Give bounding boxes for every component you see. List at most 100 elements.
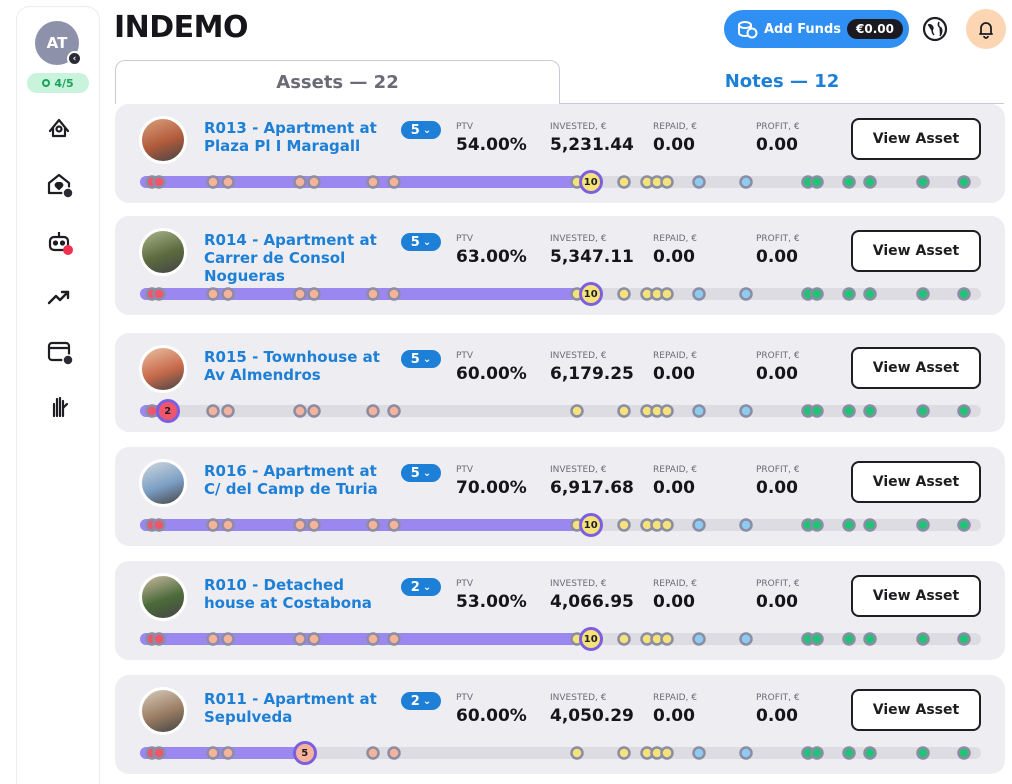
invested-stat: INVESTED, € 6,179.25 <box>550 351 634 384</box>
tab-assets[interactable]: Assets — 22 <box>115 60 560 104</box>
asset-title[interactable]: R011 - Apartment at Sepulveda <box>204 690 377 726</box>
robot-icon[interactable] <box>44 227 74 257</box>
repaid-value: 0.00 <box>653 247 695 267</box>
tab-notes[interactable]: Notes — 12 <box>560 60 1004 104</box>
asset-thumbnail[interactable] <box>139 459 187 507</box>
ptv-value: 60.00% <box>456 364 527 384</box>
payment-dot-green <box>916 518 930 532</box>
chevron-left-icon[interactable]: ‹ <box>67 51 82 66</box>
view-asset-button[interactable]: View Asset <box>851 461 981 503</box>
asset-card: R011 - Apartment at Sepulveda 2 ⌄ PTV 60… <box>115 675 1005 774</box>
progress-marker[interactable]: 10 <box>578 170 603 194</box>
add-funds-button[interactable]: Add Funds €0.00 <box>724 10 909 48</box>
notes-count: 5 <box>410 351 420 367</box>
avatar-initials: AT <box>46 34 68 52</box>
asset-progress-track[interactable] <box>140 287 981 301</box>
asset-progress-track[interactable] <box>140 746 981 760</box>
payment-dot-salmon <box>206 287 220 301</box>
ptv-value: 63.00% <box>456 247 527 267</box>
payment-dot-salmon <box>307 287 321 301</box>
ptv-value: 54.00% <box>456 135 527 155</box>
payment-dot-yellow <box>660 518 674 532</box>
payment-dot-yellow <box>660 404 674 418</box>
ptv-stat: PTV 70.00% <box>456 465 527 498</box>
repaid-stat: REPAID, € 0.00 <box>653 122 697 155</box>
progress-marker[interactable]: 2 <box>155 399 180 423</box>
asset-thumbnail[interactable] <box>139 345 187 393</box>
asset-title[interactable]: R016 - Apartment at C/ del Camp de Turia <box>204 462 378 498</box>
asset-thumbnail[interactable] <box>139 228 187 276</box>
notes-count-dropdown[interactable]: 5 ⌄ <box>401 350 441 368</box>
view-asset-button[interactable]: View Asset <box>851 689 981 731</box>
payment-dot-yellow <box>617 404 631 418</box>
notes-count: 5 <box>410 465 420 481</box>
hands-icon[interactable] <box>44 391 74 421</box>
payment-dot-salmon <box>366 632 380 646</box>
notes-count-dropdown[interactable]: 5 ⌄ <box>401 121 441 139</box>
payment-dot-green <box>957 175 971 189</box>
payment-dot-blue <box>739 175 753 189</box>
payment-dot-green <box>842 175 856 189</box>
favorite-home-icon[interactable] <box>44 169 74 199</box>
progress-track-bg <box>140 747 981 759</box>
globe-icon[interactable] <box>922 16 948 42</box>
notes-count-dropdown[interactable]: 2 ⌄ <box>401 578 441 596</box>
ptv-label: PTV <box>456 579 474 589</box>
profit-value: 0.00 <box>756 135 798 155</box>
payment-dot-blue <box>692 404 706 418</box>
view-asset-button[interactable]: View Asset <box>851 230 981 272</box>
view-asset-button[interactable]: View Asset <box>851 575 981 617</box>
add-funds-label: Add Funds <box>764 21 841 37</box>
avatar[interactable]: AT ‹ <box>35 21 82 66</box>
repaid-value: 0.00 <box>653 592 695 612</box>
notes-count-dropdown[interactable]: 2 ⌄ <box>401 692 441 710</box>
asset-thumbnail[interactable] <box>139 573 187 621</box>
map-pin-home-icon[interactable] <box>44 113 74 143</box>
repaid-label: REPAID, € <box>653 122 697 132</box>
payment-dot-salmon <box>307 632 321 646</box>
ptv-value: 60.00% <box>456 706 527 726</box>
view-asset-button[interactable]: View Asset <box>851 347 981 389</box>
notifications-button[interactable] <box>966 9 1006 49</box>
payment-dot-salmon <box>293 404 307 418</box>
invested-value: 4,066.95 <box>550 592 634 612</box>
progress-marker-label: 10 <box>583 633 598 645</box>
progress-marker[interactable]: 5 <box>292 741 317 765</box>
wallet-icon[interactable] <box>44 337 74 367</box>
profit-label: PROFIT, € <box>756 234 800 244</box>
asset-progress-track[interactable] <box>140 518 981 532</box>
payment-dot-salmon <box>366 746 380 760</box>
ptv-stat: PTV 60.00% <box>456 693 527 726</box>
invested-stat: INVESTED, € 4,050.29 <box>550 693 634 726</box>
asset-thumbnail[interactable] <box>139 687 187 735</box>
asset-card: R010 - Detached house at Costabona 2 ⌄ P… <box>115 561 1005 660</box>
payment-dot-salmon <box>206 175 220 189</box>
payment-dot-salmon <box>221 175 235 189</box>
asset-progress-track[interactable] <box>140 404 981 418</box>
asset-title[interactable]: R013 - Apartment at Plaza Pl I Maragall <box>204 119 377 155</box>
asset-title[interactable]: R010 - Detached house at Costabona <box>204 576 372 612</box>
invested-label: INVESTED, € <box>550 465 607 475</box>
progress-marker[interactable]: 10 <box>578 513 603 537</box>
invested-value: 6,917.68 <box>550 478 634 498</box>
payment-dot-salmon <box>366 287 380 301</box>
app-logo[interactable]: INDEMO <box>114 10 249 45</box>
asset-progress-track[interactable] <box>140 175 981 189</box>
progress-marker[interactable]: 10 <box>578 282 603 306</box>
view-asset-button[interactable]: View Asset <box>851 118 981 160</box>
payment-dot-salmon <box>366 518 380 532</box>
notes-count-dropdown[interactable]: 5 ⌄ <box>401 233 441 251</box>
progress-marker-label: 10 <box>583 288 598 300</box>
payment-dot-blue <box>692 518 706 532</box>
progress-fill <box>140 288 591 300</box>
trending-up-icon[interactable] <box>44 282 74 312</box>
onboarding-progress-badge[interactable]: 4/5 <box>27 73 89 93</box>
asset-progress-track[interactable] <box>140 632 981 646</box>
notes-count-dropdown[interactable]: 5 ⌄ <box>401 464 441 482</box>
asset-thumbnail[interactable] <box>139 116 187 164</box>
repaid-label: REPAID, € <box>653 579 697 589</box>
progress-marker[interactable]: 10 <box>578 627 603 651</box>
progress-text: 4/5 <box>54 76 74 90</box>
asset-title[interactable]: R015 - Townhouse at Av Almendros <box>204 348 380 384</box>
asset-title[interactable]: R014 - Apartment at Carrer de Consol Nog… <box>204 231 377 285</box>
